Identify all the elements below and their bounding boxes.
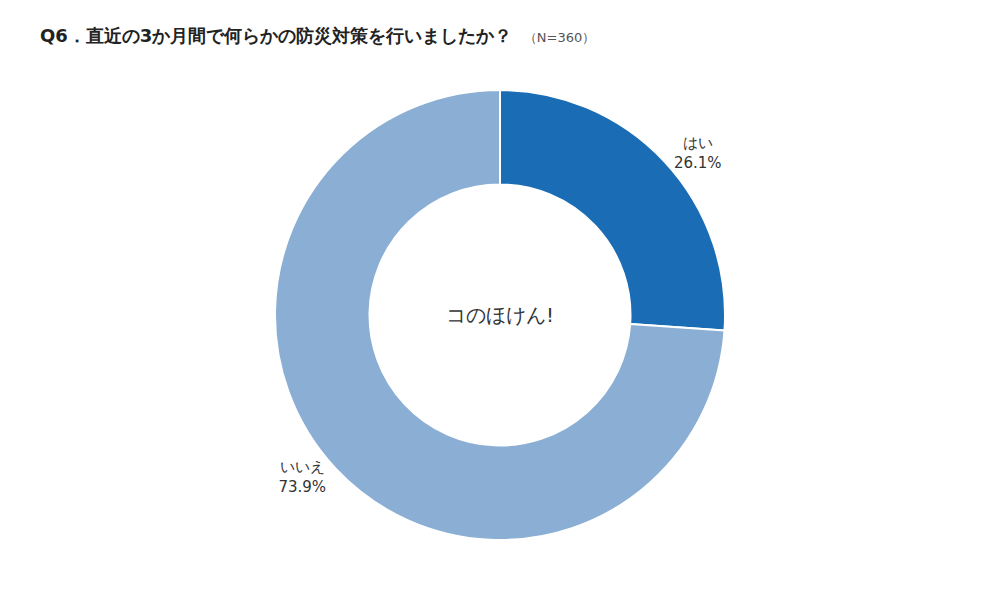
- svg-text:はい26.1%: はい26.1%: [674, 134, 722, 172]
- svg-text:いいえ73.9%: いいえ73.9%: [278, 458, 326, 496]
- svg-text:コのほけん!: コのほけん!: [446, 303, 554, 327]
- svg-text:Q6．直近の3か月間で何らかの防災対策を行いましたか？ （: Q6．直近の3か月間で何らかの防災対策を行いましたか？ （N=360）: [40, 25, 595, 46]
